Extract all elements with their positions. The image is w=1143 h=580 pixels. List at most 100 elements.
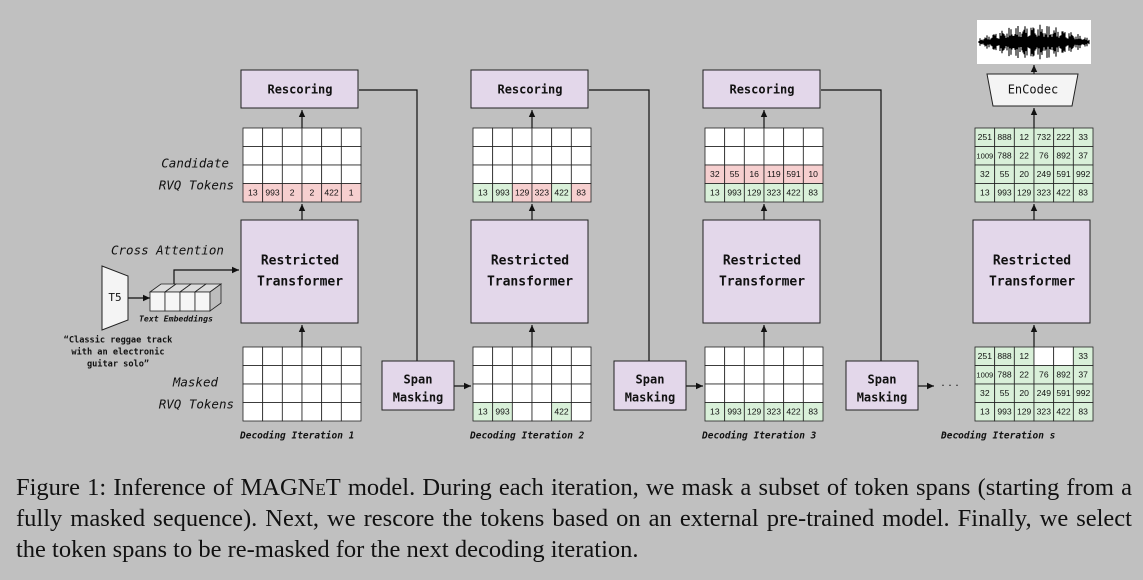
token-cell [802, 346, 824, 366]
transformer-label: Transformer [989, 275, 1075, 290]
token-value: 993 [997, 188, 1012, 198]
token-cell [570, 183, 592, 203]
token-cell [531, 146, 553, 166]
embedding-block-side [209, 283, 222, 312]
token-value: 1009 [976, 370, 993, 379]
token-cell [301, 365, 323, 385]
token-cell [783, 365, 804, 385]
line-rescoring-to-span [821, 89, 882, 361]
token-cell [802, 146, 824, 166]
token-cell [531, 402, 553, 422]
token-cell [802, 383, 824, 403]
token-cell [301, 346, 323, 366]
token-cell [242, 383, 264, 403]
token-value: 20 [1019, 388, 1029, 398]
masked-tokens-label: Masked [172, 375, 219, 390]
token-cell [492, 146, 513, 166]
token-cell [321, 164, 342, 184]
token-value: 323 [1037, 188, 1052, 198]
token-value: 32 [980, 169, 990, 179]
transformer-label: Restricted [993, 254, 1071, 269]
span-masking-label: Span [868, 373, 897, 387]
token-value: 13 [248, 188, 258, 198]
token-cell [1072, 402, 1094, 422]
token-value: 993 [265, 188, 280, 198]
token-value: 222 [1056, 132, 1071, 142]
text-embeddings-label: Text Embeddings [139, 314, 213, 324]
iteration-label: Decoding Iteration 2 [469, 431, 585, 442]
token-cell [511, 383, 533, 403]
token-cell [281, 365, 303, 385]
token-cell [704, 383, 726, 403]
token-cell [531, 127, 553, 147]
candidate-grid-2: 13 993 129 323 422 83 [472, 127, 592, 203]
token-value: 37 [1078, 151, 1088, 161]
token-value: 13 [478, 188, 488, 198]
token-cell [570, 383, 592, 403]
token-value: 37 [1078, 370, 1088, 380]
encodec-box [986, 73, 1079, 107]
cross-attention-label: Cross Attention [111, 243, 224, 258]
token-value: 788 [997, 151, 1012, 161]
text-embeddings-icon [148, 283, 223, 312]
iteration-label: Decoding Iteration s [940, 431, 1056, 442]
token-cell [492, 346, 513, 366]
token-value: 993 [727, 407, 742, 417]
token-value: 992 [1076, 169, 1091, 179]
span-masking-label: Span [636, 373, 665, 387]
token-cell [511, 164, 533, 184]
masked-grid-4: 251 888 12 33 1009 788 22 76 892 37 32 55 20 249 591 99… [974, 346, 1094, 422]
token-cell [724, 365, 745, 385]
transformer-label: Transformer [257, 275, 343, 290]
token-value: 251 [978, 351, 993, 361]
token-cell [321, 346, 342, 366]
token-cell [262, 146, 283, 166]
token-value: 892 [1056, 370, 1071, 380]
token-value: 129 [515, 188, 530, 198]
token-value: 422 [786, 407, 801, 417]
restricted-transformer-box [972, 219, 1091, 324]
token-cell [551, 146, 572, 166]
token-value: 83 [1078, 407, 1088, 417]
token-value: 422 [324, 188, 339, 198]
token-cell [262, 365, 283, 385]
masked-grid-2: 13 993 422 [472, 346, 592, 422]
token-value: 129 [1017, 407, 1032, 417]
token-cell [262, 164, 283, 184]
embedding-block [194, 291, 211, 312]
token-value: 13 [478, 407, 488, 417]
transformer-label: Restricted [723, 254, 801, 269]
token-cell [783, 127, 804, 147]
embedding-block [149, 291, 166, 312]
token-value: 55 [1000, 388, 1010, 398]
span-masking-box [381, 360, 455, 411]
token-value: 13 [710, 188, 720, 198]
iteration-label: Decoding Iteration 1 [239, 431, 354, 442]
token-cell [724, 127, 745, 147]
candidate-tokens-label: RVQ Tokens [159, 178, 234, 193]
token-cell [570, 346, 592, 366]
token-value: 83 [1078, 188, 1088, 198]
token-cell [492, 164, 513, 184]
token-cell [551, 365, 572, 385]
candidate-grid-3: 32 55 16 119 591 10 13 993 129 323 422 83 [704, 127, 824, 203]
token-value: 55 [1000, 169, 1010, 179]
rescoring-label: Rescoring [267, 83, 332, 97]
token-value: 323 [1037, 407, 1052, 417]
token-cell [340, 146, 362, 166]
masked-tokens-label: RVQ Tokens [159, 397, 234, 412]
token-cell [242, 346, 264, 366]
encodec-label: EnCodec [1008, 83, 1059, 97]
token-value: 249 [1037, 169, 1052, 179]
iteration-label: Decoding Iteration 3 [701, 431, 817, 442]
token-value: 422 [786, 188, 801, 198]
token-cell [242, 365, 264, 385]
token-value: 1 [349, 188, 354, 198]
token-cell [472, 164, 494, 184]
span-masking-label: Masking [393, 391, 444, 405]
token-cell [340, 164, 362, 184]
transformer-label: Transformer [487, 275, 573, 290]
token-value: 323 [767, 407, 782, 417]
token-cell [281, 383, 303, 403]
